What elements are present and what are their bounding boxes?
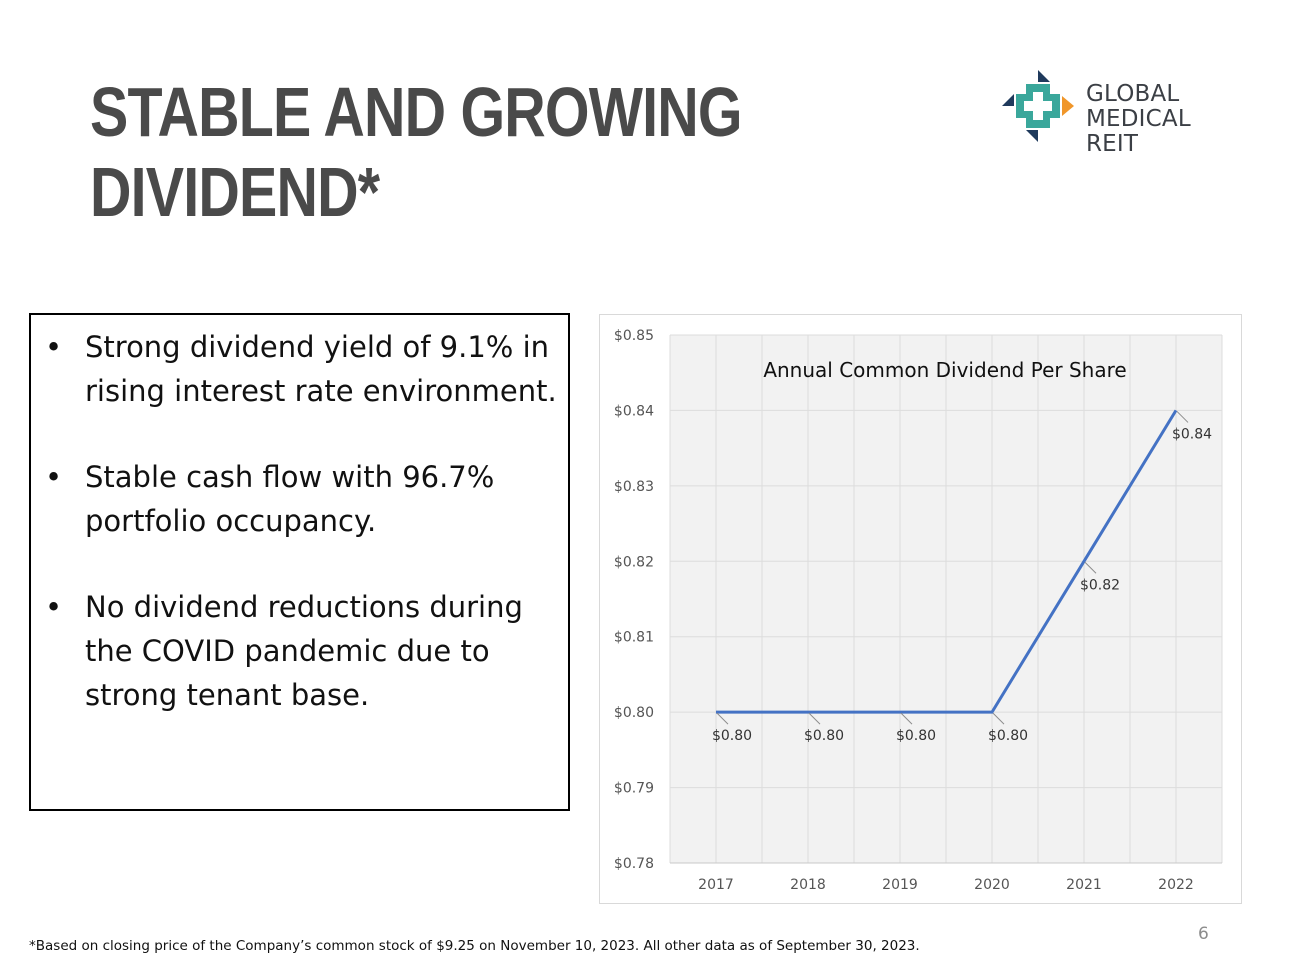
- y-tick-label: $0.80: [614, 705, 654, 721]
- dividend-line-chart: $0.85 $0.84 $0.83 $0.82 $0.81 $0.80 $0.79 $0.78…: [614, 328, 1223, 893]
- data-label: $0.80: [988, 728, 1028, 744]
- title-line-2: DIVIDEND*: [90, 153, 380, 231]
- y-tick-label: $0.83: [614, 479, 654, 495]
- bullet-text-yield: Strong dividend yield of 9.1% in rising …: [85, 330, 557, 408]
- data-label: $0.82: [1080, 577, 1120, 593]
- bullet-dot: •: [45, 590, 63, 624]
- data-labels: $0.80 $0.80 $0.80 $0.80 $0.82 $0.84: [712, 411, 1212, 744]
- x-tick-label: 2018: [790, 877, 826, 893]
- data-label: $0.84: [1172, 426, 1212, 442]
- data-label-leader: [808, 712, 821, 725]
- bullet-text-cash-flow: Stable cash flow with 96.7% portfolio oc…: [85, 460, 495, 538]
- logo-line-1: GLOBAL: [1086, 81, 1180, 107]
- footnote: *Based on closing price of the Company’s…: [29, 938, 920, 954]
- x-tick-label: 2022: [1158, 877, 1194, 893]
- company-logo: GLOBAL MEDICAL REIT: [1002, 70, 1247, 157]
- y-tick-label: $0.82: [614, 554, 654, 570]
- data-label: $0.80: [712, 728, 752, 744]
- x-axis-ticks: 2017 2018 2019 2020 2021 2022: [698, 877, 1194, 893]
- bullet-text-covid: No dividend reductions during the COVID …: [85, 590, 523, 712]
- y-tick-label: $0.79: [614, 781, 654, 797]
- y-tick-label: $0.85: [614, 328, 654, 344]
- bullet-item-covid: • No dividend reductions during the COVID…: [41, 585, 558, 717]
- x-tick-label: 2021: [1066, 877, 1102, 893]
- dividend-series-line: [716, 409, 1178, 714]
- slide-title: STABLE AND GROWING DIVIDEND*: [90, 72, 743, 232]
- x-tick-label: 2019: [882, 877, 918, 893]
- data-label-leader: [1084, 561, 1097, 574]
- y-tick-label: $0.78: [614, 856, 654, 872]
- data-label-leader: [1176, 411, 1189, 423]
- y-tick-label: $0.84: [614, 403, 654, 419]
- data-label-leader: [992, 712, 1005, 725]
- page-number: 6: [1198, 924, 1209, 944]
- logo-line-2: MEDICAL REIT: [1086, 106, 1191, 157]
- x-tick-label: 2020: [974, 877, 1010, 893]
- bullet-item-yield: • Strong dividend yield of 9.1% in rising…: [41, 325, 558, 413]
- dividend-chart: $0.85 $0.84 $0.83 $0.82 $0.81 $0.80 $0.79 $0.78…: [599, 314, 1242, 904]
- x-tick-label: 2017: [698, 877, 734, 893]
- data-label-leader: [716, 712, 729, 725]
- bullet-box: • Strong dividend yield of 9.1% in rising…: [29, 313, 570, 811]
- data-label-leader: [900, 712, 913, 725]
- bullet-item-cash-flow: • Stable cash flow with 96.7% portfolio o…: [41, 455, 558, 543]
- logo-cross-icon: [1002, 70, 1074, 142]
- bullet-dot: •: [45, 330, 63, 364]
- bullet-list: • Strong dividend yield of 9.1% in rising…: [41, 325, 558, 717]
- data-label: $0.80: [804, 728, 844, 744]
- bullet-dot: •: [45, 460, 63, 494]
- logo-wordmark: GLOBAL MEDICAL REIT: [1086, 82, 1247, 157]
- y-tick-label: $0.81: [614, 630, 654, 646]
- data-label: $0.80: [896, 728, 936, 744]
- y-axis-ticks: $0.85 $0.84 $0.83 $0.82 $0.81 $0.80 $0.79 $0.78: [614, 328, 654, 872]
- chart-title: Annual Common Dividend Per Share: [763, 358, 1126, 382]
- title-line-1: STABLE AND GROWING: [90, 73, 743, 151]
